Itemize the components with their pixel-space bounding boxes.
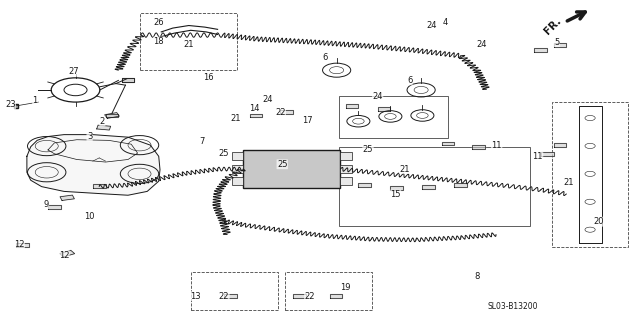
Text: 15: 15 bbox=[390, 190, 401, 199]
Polygon shape bbox=[346, 104, 358, 108]
Text: 22: 22 bbox=[275, 108, 285, 117]
Text: 25: 25 bbox=[277, 160, 287, 169]
Bar bbox=[232, 152, 243, 160]
Polygon shape bbox=[534, 48, 547, 52]
Text: 22: 22 bbox=[305, 292, 315, 300]
Text: 22: 22 bbox=[219, 292, 229, 300]
Bar bbox=[339, 96, 448, 138]
Polygon shape bbox=[293, 294, 306, 298]
Bar bbox=[191, 272, 278, 310]
Polygon shape bbox=[106, 114, 118, 117]
Text: 9: 9 bbox=[44, 200, 49, 209]
Polygon shape bbox=[60, 195, 74, 200]
Polygon shape bbox=[250, 114, 262, 117]
Text: 16: 16 bbox=[203, 73, 213, 82]
Text: 27: 27 bbox=[68, 67, 79, 76]
Text: 25: 25 bbox=[363, 145, 373, 154]
Text: 2: 2 bbox=[100, 117, 105, 126]
Polygon shape bbox=[48, 205, 61, 209]
Text: 21: 21 bbox=[399, 165, 410, 174]
Bar bbox=[285, 272, 372, 310]
Text: 17: 17 bbox=[302, 116, 312, 125]
Polygon shape bbox=[390, 186, 403, 190]
Text: 8: 8 bbox=[474, 272, 479, 281]
Bar bbox=[232, 177, 243, 185]
Polygon shape bbox=[97, 125, 111, 130]
Polygon shape bbox=[280, 110, 293, 114]
Text: 20: 20 bbox=[593, 217, 604, 226]
Bar bbox=[232, 165, 243, 173]
Text: 7: 7 bbox=[199, 137, 204, 146]
Text: 23: 23 bbox=[5, 100, 15, 109]
Text: 18: 18 bbox=[154, 37, 164, 46]
Bar bbox=[552, 102, 628, 247]
Text: 12: 12 bbox=[14, 241, 24, 249]
Polygon shape bbox=[122, 78, 134, 82]
Bar bbox=[340, 152, 352, 160]
Text: 6: 6 bbox=[407, 76, 412, 85]
Text: 24: 24 bbox=[476, 40, 486, 48]
Text: 24: 24 bbox=[427, 21, 437, 30]
Text: 3: 3 bbox=[87, 132, 92, 141]
Text: 11: 11 bbox=[492, 141, 502, 150]
Text: 12: 12 bbox=[59, 251, 69, 260]
Text: 24: 24 bbox=[262, 95, 273, 104]
Polygon shape bbox=[358, 183, 371, 187]
Polygon shape bbox=[472, 145, 485, 149]
Polygon shape bbox=[422, 185, 435, 189]
Text: 5: 5 bbox=[554, 38, 559, 47]
Text: 25: 25 bbox=[219, 149, 229, 158]
FancyBboxPatch shape bbox=[243, 150, 340, 188]
Text: 21: 21 bbox=[563, 178, 573, 187]
Polygon shape bbox=[122, 78, 134, 82]
Text: 10: 10 bbox=[84, 212, 95, 221]
Polygon shape bbox=[60, 250, 75, 257]
Polygon shape bbox=[105, 113, 119, 118]
Text: 14: 14 bbox=[250, 104, 260, 113]
Text: 26: 26 bbox=[154, 18, 164, 27]
Polygon shape bbox=[378, 107, 390, 111]
Polygon shape bbox=[224, 294, 237, 298]
Polygon shape bbox=[442, 142, 454, 145]
Polygon shape bbox=[541, 152, 554, 156]
Text: 11: 11 bbox=[532, 152, 543, 161]
Text: FR.: FR. bbox=[543, 16, 563, 37]
Bar bbox=[340, 177, 352, 185]
Bar bbox=[340, 165, 352, 173]
Polygon shape bbox=[16, 243, 29, 247]
Text: 6: 6 bbox=[323, 53, 328, 62]
Polygon shape bbox=[454, 183, 467, 187]
Polygon shape bbox=[27, 135, 160, 195]
Bar bbox=[339, 147, 530, 226]
Text: 1: 1 bbox=[33, 96, 38, 105]
Text: 24: 24 bbox=[372, 92, 383, 101]
Text: 4: 4 bbox=[442, 18, 447, 27]
Text: 21: 21 bbox=[183, 40, 193, 48]
Bar bbox=[140, 13, 237, 70]
Polygon shape bbox=[554, 43, 566, 47]
Text: 19: 19 bbox=[340, 283, 351, 292]
Text: SL03-B13200: SL03-B13200 bbox=[488, 302, 538, 311]
Polygon shape bbox=[93, 184, 106, 188]
Text: 13: 13 bbox=[190, 292, 200, 300]
Text: 21: 21 bbox=[230, 114, 241, 123]
Polygon shape bbox=[554, 143, 566, 147]
Polygon shape bbox=[330, 294, 342, 298]
